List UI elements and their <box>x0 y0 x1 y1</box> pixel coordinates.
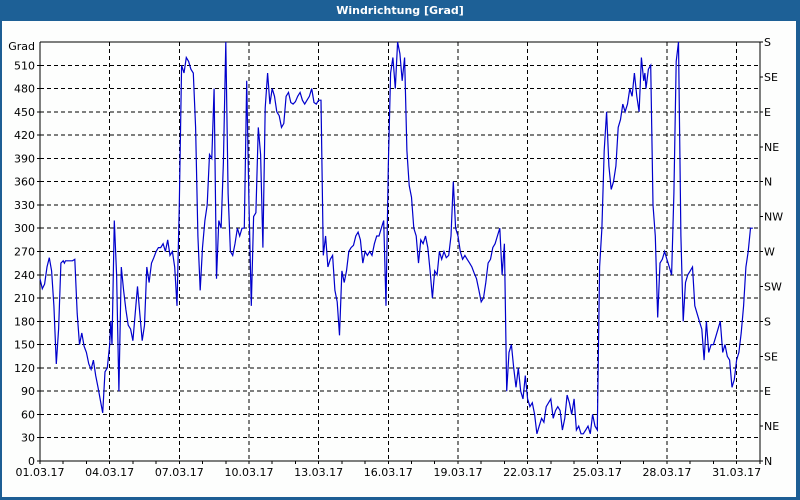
compass-label: S <box>764 36 771 49</box>
y-tick-label: 0 <box>28 455 35 468</box>
axes <box>37 41 763 464</box>
y-tick-label: 180 <box>14 315 35 328</box>
axis-labels: 0 30 60 90 120 150 180 210 240 270 300 330 360 390 420… <box>8 36 783 479</box>
wind-direction-line <box>39 41 753 435</box>
y-tick-label: 390 <box>14 152 35 165</box>
compass-label: NW <box>764 211 783 224</box>
y-tick-label: 450 <box>14 106 35 119</box>
compass-label: N <box>764 455 772 468</box>
x-tick-label: 19.03.17 <box>433 466 482 479</box>
y-tick-label: 30 <box>21 432 35 445</box>
x-tick-label: 10.03.17 <box>224 466 273 479</box>
compass-label: N <box>764 176 772 189</box>
compass-label: SE <box>764 71 778 84</box>
compass-label: S <box>764 315 771 328</box>
compass-label: E <box>764 385 771 398</box>
x-tick-label: 16.03.17 <box>364 466 413 479</box>
y-tick-label: 120 <box>14 362 35 375</box>
y-tick-label: 240 <box>14 269 35 282</box>
compass-label: SE <box>764 350 778 363</box>
chart-panel <box>2 21 796 497</box>
compass-label: NE <box>764 420 779 433</box>
compass-label: W <box>764 246 775 259</box>
x-tick-label: 04.03.17 <box>85 466 134 479</box>
grid-lines <box>40 42 760 461</box>
x-tick-label: 01.03.17 <box>16 466 65 479</box>
y-tick-label: 330 <box>14 199 35 212</box>
y-axis-title: Grad <box>8 40 35 53</box>
y-tick-label: 360 <box>14 176 35 189</box>
x-tick-label: 07.03.17 <box>155 466 204 479</box>
y-tick-label: 150 <box>14 339 35 352</box>
y-tick-label: 90 <box>21 385 35 398</box>
window-title: Windrichtung [Grad] <box>0 0 800 21</box>
x-tick-label: 25.03.17 <box>573 466 622 479</box>
x-tick-label: 28.03.17 <box>642 466 691 479</box>
x-tick-label: 31.03.17 <box>712 466 761 479</box>
compass-label: SW <box>764 280 782 293</box>
x-tick-label: 13.03.17 <box>294 466 343 479</box>
compass-label: E <box>764 106 771 119</box>
compass-label: NE <box>764 141 779 154</box>
y-tick-label: 480 <box>14 83 35 96</box>
y-tick-label: 510 <box>14 59 35 72</box>
x-tick-label: 22.03.17 <box>503 466 552 479</box>
y-tick-label: 210 <box>14 292 35 305</box>
y-tick-label: 300 <box>14 222 35 235</box>
y-tick-label: 60 <box>21 408 35 421</box>
y-tick-label: 270 <box>14 246 35 259</box>
y-tick-label: 420 <box>14 129 35 142</box>
